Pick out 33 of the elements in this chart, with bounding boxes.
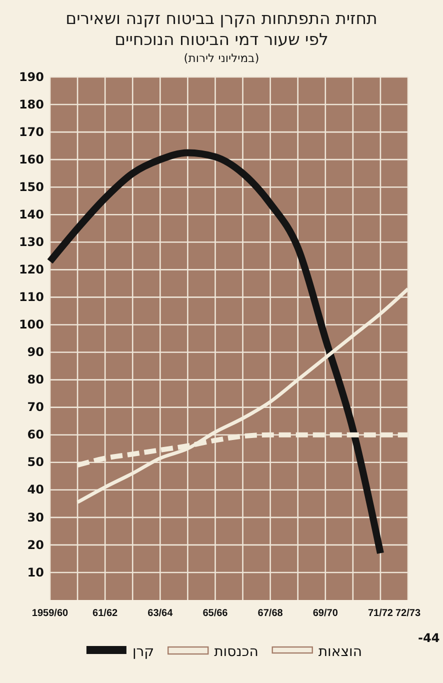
y-tick-label: 170 — [18, 124, 44, 139]
x-tick-label: 1959/60 — [32, 608, 69, 620]
x-tick-label: 71/72 — [368, 608, 394, 620]
legend-label: קרן — [132, 644, 154, 660]
x-tick-label: 63/64 — [148, 608, 174, 620]
y-tick-label: 40 — [27, 482, 44, 497]
x-tick-label: 61/62 — [92, 608, 118, 620]
y-tick-label: 50 — [27, 455, 44, 470]
y-tick-label: 180 — [18, 97, 44, 112]
y-tick-label: 70 — [27, 400, 44, 414]
x-tick-label: 67/68 — [258, 608, 284, 620]
y-tick-label: 130 — [18, 235, 44, 249]
chart-subtitle: (במיליוני לירות) — [184, 51, 260, 65]
y-tick-label: 10 — [27, 565, 44, 580]
y-tick-label: 90 — [27, 345, 44, 360]
y-tick-label: 110 — [18, 290, 44, 304]
x-tick-label: 65/66 — [202, 608, 228, 620]
x-tick-label: 69/70 — [312, 608, 338, 620]
x-tick-label: 72/73 — [395, 608, 421, 620]
chart-title: תחזית התפתחות הקרן בביטוח זקנה ושאירים לפי שעור דמי הביטוח הנוכחיים — [66, 9, 378, 49]
y-tick-label: 160 — [18, 152, 44, 166]
y-tick-label: 80 — [27, 372, 44, 387]
y-tick-label: 140 — [18, 207, 44, 222]
legend-label: הוצאות — [318, 644, 362, 660]
y-tick-label: 120 — [18, 262, 44, 277]
text: -44 — [418, 631, 440, 645]
y-tick-label: 20 — [27, 538, 44, 552]
legend-label: הכנסות — [214, 644, 258, 660]
y-tick-label: 150 — [18, 180, 44, 194]
y-tick-label: 30 — [27, 510, 44, 524]
y-tick-label: 60 — [27, 428, 44, 442]
y-tick-label: 100 — [18, 318, 44, 332]
y-tick-label: 190 — [18, 70, 44, 84]
